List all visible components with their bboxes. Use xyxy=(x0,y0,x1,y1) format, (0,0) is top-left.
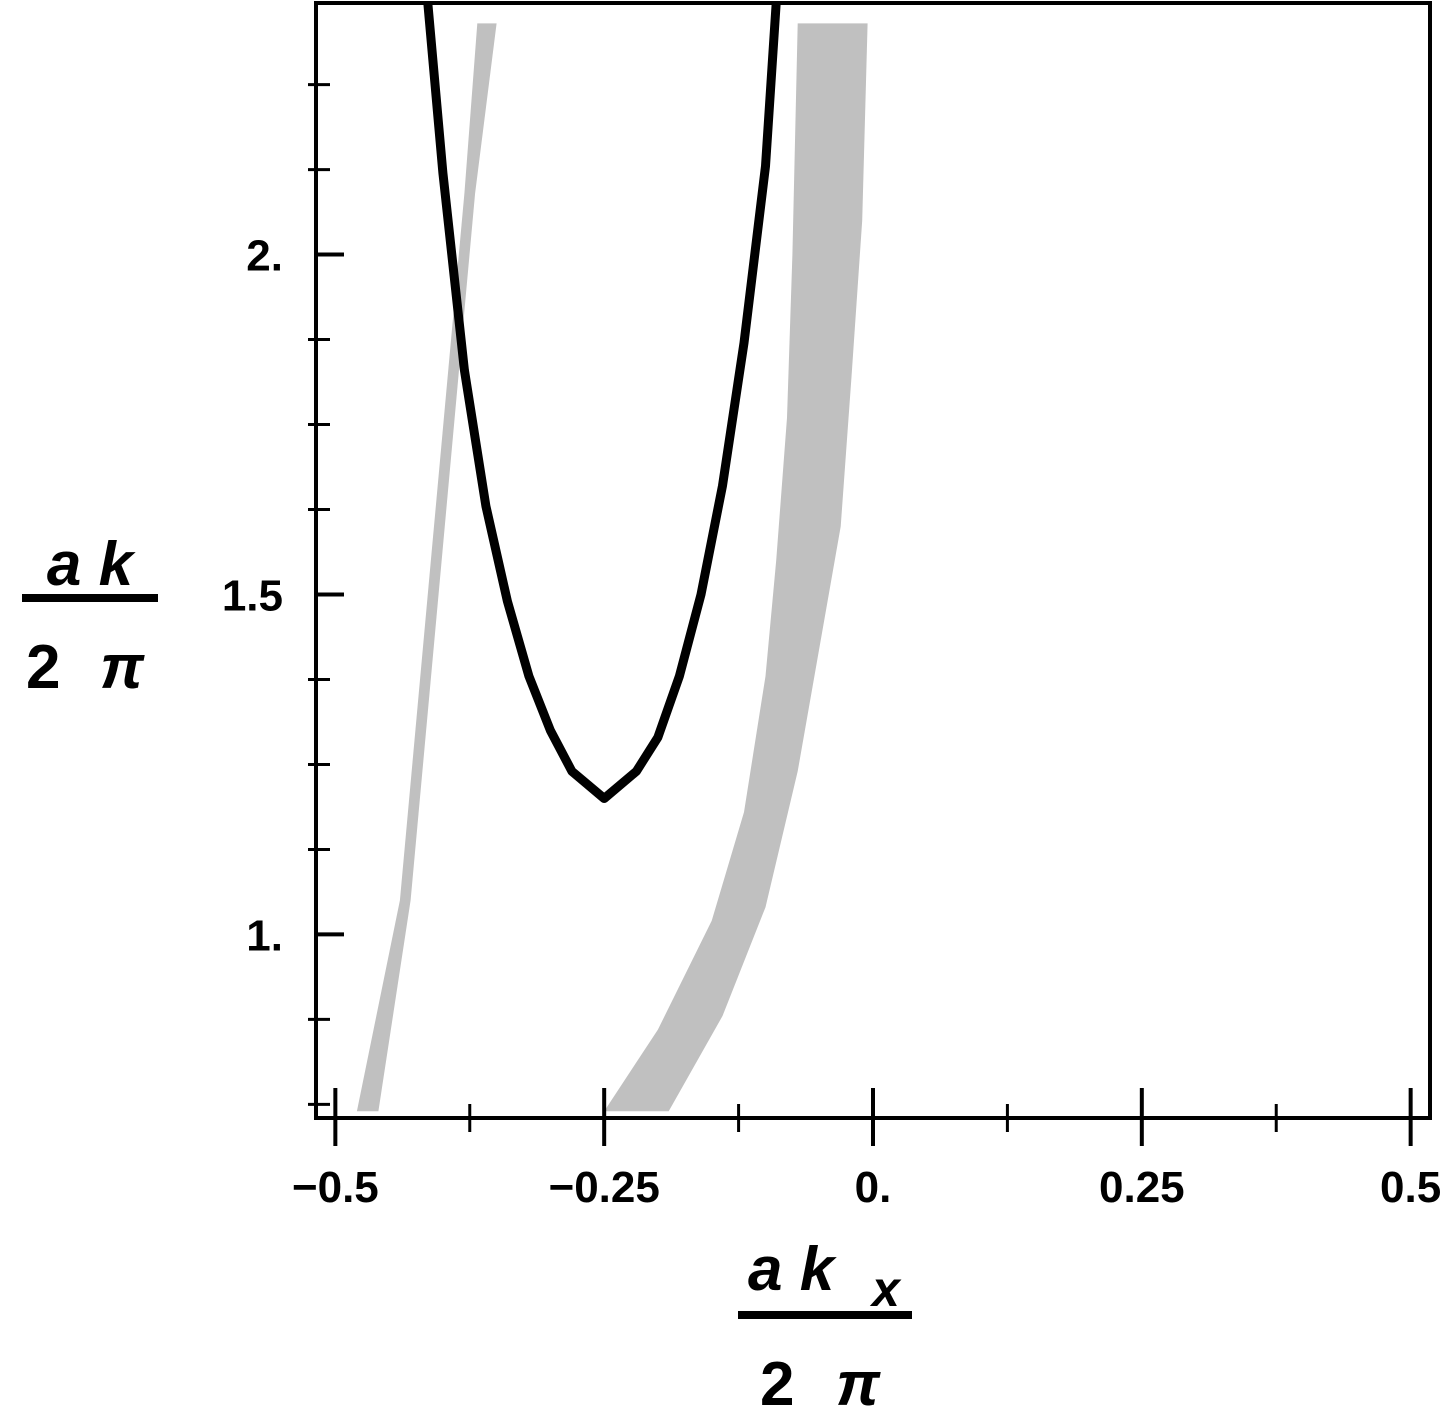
shaded-band-1 xyxy=(356,23,497,1112)
curve-line-0 xyxy=(423,3,781,803)
x-axis-ticks: −0.5 −0.25 0. 0.25 0.5 xyxy=(292,1088,1441,1212)
x-tick-label: −0.25 xyxy=(549,1163,660,1212)
y-axis-ticks: 1. 1.5 2. xyxy=(222,83,344,1106)
y-tick-label: 2. xyxy=(246,232,283,281)
x-tick-label: −0.5 xyxy=(292,1163,379,1212)
x-tick-label: 0.25 xyxy=(1099,1163,1185,1212)
y-tick-label: 1.5 xyxy=(222,571,283,620)
y-axis-label: a k 2 π xyxy=(22,530,158,702)
plot-frame xyxy=(314,1,1432,1120)
x-label-denominator: 2 xyxy=(760,1350,794,1414)
x-tick-label: 0.5 xyxy=(1380,1163,1441,1212)
y-tick-label: 1. xyxy=(246,911,283,960)
x-label-subscript: x xyxy=(869,1261,902,1317)
shaded-bands xyxy=(356,23,868,1112)
y-label-numerator: a k xyxy=(47,530,137,599)
x-label-numerator: a k xyxy=(748,1235,838,1304)
x-axis-label: a k x 2 π xyxy=(738,1235,912,1414)
y-label-denominator: 2 xyxy=(26,633,60,702)
x-label-pi: π xyxy=(836,1350,881,1414)
curves xyxy=(423,3,781,803)
shaded-band-2 xyxy=(604,23,868,1112)
x-tick-label: 0. xyxy=(855,1163,892,1212)
y-label-pi: π xyxy=(100,633,145,702)
